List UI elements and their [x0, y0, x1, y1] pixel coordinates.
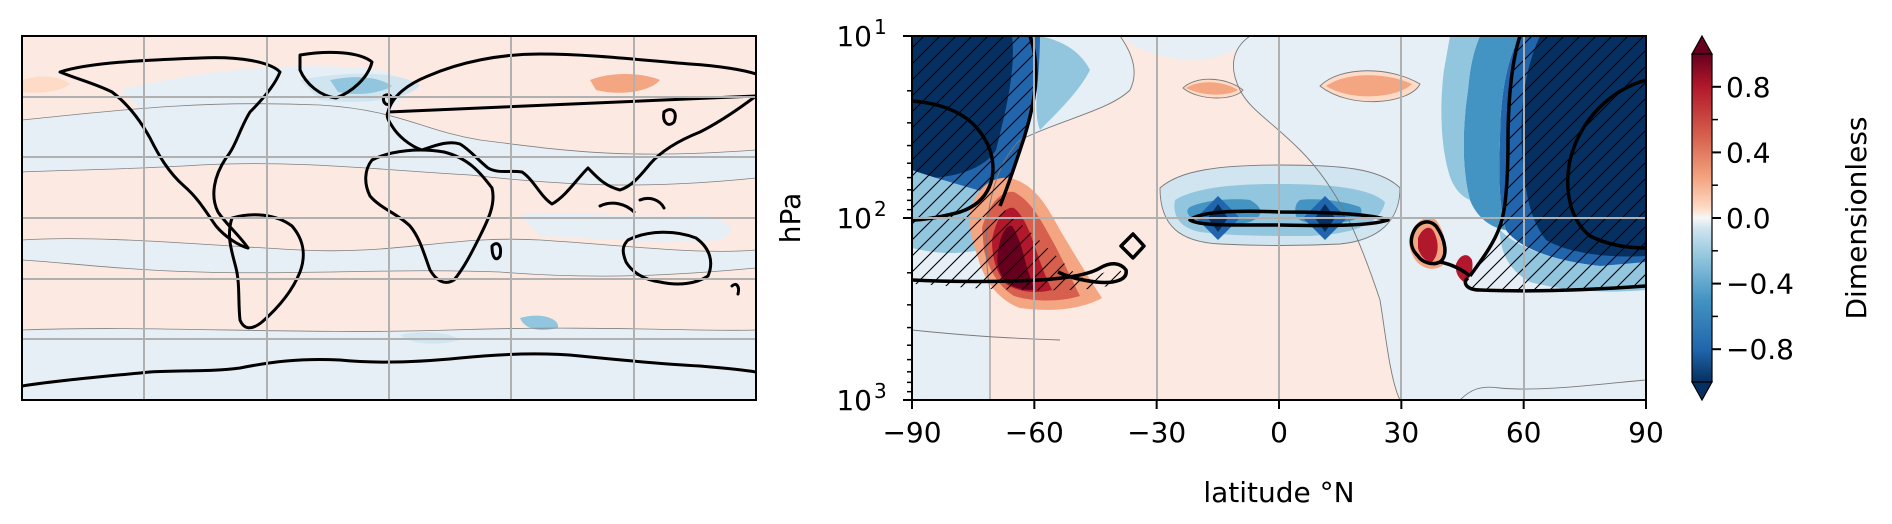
- x-tick-label: 0: [1270, 416, 1288, 449]
- y-tick-exponent: 2: [874, 197, 887, 221]
- x-tick-label: −60: [1005, 416, 1064, 449]
- map-gridlines: [22, 36, 756, 400]
- colorbar-body: [1691, 53, 1713, 383]
- x-tick-label: 90: [1628, 416, 1664, 449]
- colorbar: 0.8 0.4 0.0 −0.4 −0.8 Dimensionless: [1690, 34, 1873, 402]
- y-tick-label: 10: [836, 20, 872, 53]
- map-panel: [21, 35, 757, 401]
- x-axis-label: latitude °N: [1203, 476, 1354, 509]
- map-frame: [21, 35, 757, 401]
- colorbar-extend-top: [1690, 34, 1714, 55]
- x-tick-label: −90: [882, 416, 941, 449]
- y-tick-label: 10: [836, 202, 872, 235]
- y-tick-label: 10: [836, 384, 872, 417]
- y-tick-exponent: 1: [874, 15, 887, 39]
- hatch-south: [912, 36, 1122, 291]
- colorbar-tick-label: −0.8: [1726, 333, 1794, 366]
- x-tick-label: −30: [1127, 416, 1186, 449]
- colorbar-label: Dimensionless: [1840, 116, 1873, 319]
- y-axis-label: hPa: [774, 193, 807, 244]
- x-axis: −90 −60 −30 0 30 60 90: [882, 400, 1664, 449]
- colorbar-extend-bottom: [1690, 381, 1714, 402]
- y-tick-exponent: 3: [874, 379, 887, 403]
- colorbar-tick-label: 0.0: [1726, 202, 1771, 235]
- cs-gridlines: [912, 36, 1646, 400]
- colorbar-tick-label: 0.4: [1726, 136, 1771, 169]
- x-tick-label: 30: [1384, 416, 1420, 449]
- x-tick-label: 60: [1506, 416, 1542, 449]
- colorbar-ticks: 0.8 0.4 0.0 −0.4 −0.8: [1712, 71, 1794, 366]
- colorbar-tick-label: 0.8: [1726, 71, 1771, 104]
- colorbar-tick-label: −0.4: [1726, 268, 1794, 301]
